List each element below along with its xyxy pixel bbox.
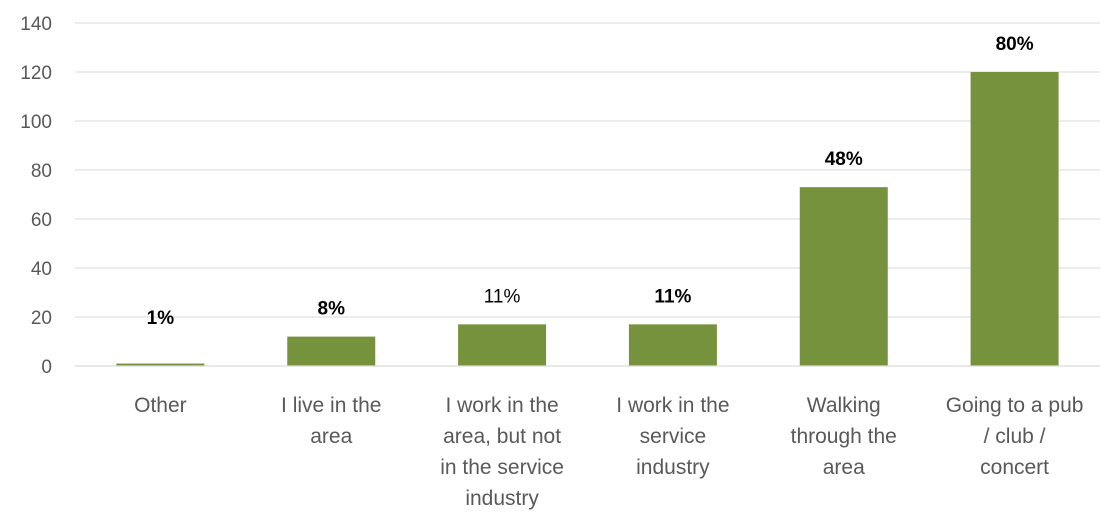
data-label-3: 11% bbox=[484, 286, 521, 307]
category-label-4: I work in the service industry bbox=[616, 394, 729, 479]
bar-1 bbox=[116, 363, 205, 366]
bar-4 bbox=[628, 324, 717, 366]
y-tick-label-120: 120 bbox=[20, 63, 52, 84]
category-label-5: Walking through the area bbox=[791, 394, 897, 479]
y-tick-label-20: 20 bbox=[31, 308, 52, 329]
y-tick-label-140: 140 bbox=[20, 14, 52, 35]
y-tick-label-100: 100 bbox=[20, 112, 52, 133]
category-label-3: I work in the area, but not in the service… bbox=[440, 394, 564, 510]
y-tick-label-80: 80 bbox=[31, 161, 52, 182]
category-label-2: I live in the area bbox=[281, 394, 381, 448]
data-label-2: 8% bbox=[318, 299, 346, 320]
bar-3 bbox=[458, 324, 547, 366]
bar-6 bbox=[970, 72, 1059, 366]
category-label-1: Other bbox=[134, 394, 187, 417]
y-tick-label-0: 0 bbox=[41, 357, 52, 378]
data-label-5: 48% bbox=[825, 149, 863, 170]
bar-5 bbox=[799, 187, 888, 366]
y-tick-label-40: 40 bbox=[31, 259, 52, 280]
data-label-4: 11% bbox=[654, 286, 691, 307]
data-label-1: 1% bbox=[147, 308, 175, 329]
bar-2 bbox=[287, 336, 376, 366]
data-label-6: 80% bbox=[996, 34, 1034, 55]
category-label-6: Going to a pub / club / concert bbox=[946, 394, 1084, 479]
y-tick-label-60: 60 bbox=[31, 210, 52, 231]
